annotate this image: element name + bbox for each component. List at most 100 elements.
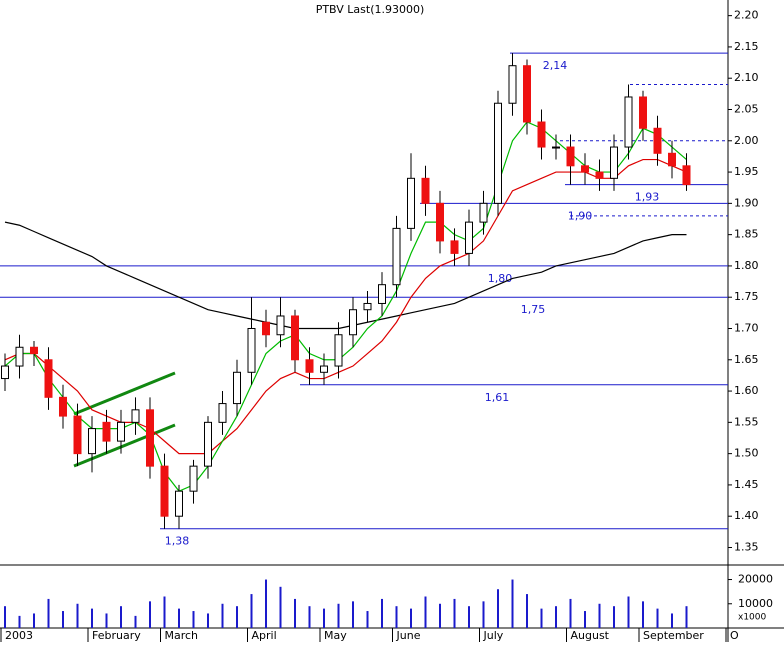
volume-tick-label: 10000	[738, 597, 773, 610]
volume-bar	[91, 608, 93, 628]
candle-body	[537, 121, 546, 148]
chart-title: PTBV Last(1.93000)	[316, 3, 425, 16]
y-tick-label: 2.00	[734, 134, 759, 147]
moving-average	[4, 158, 687, 455]
candle-body	[117, 421, 125, 442]
candle-body	[523, 65, 531, 123]
volume-bar	[76, 603, 79, 628]
volume-bar	[149, 601, 151, 628]
candle-body	[349, 309, 357, 336]
volume-bar	[236, 606, 238, 628]
volume-bar	[627, 596, 630, 628]
x-tick-label: O	[730, 629, 739, 642]
candle-body	[305, 359, 314, 373]
volume-bar	[482, 601, 485, 628]
volume-bar	[279, 586, 282, 628]
candle-body	[363, 302, 372, 311]
candle-body	[262, 321, 270, 336]
candle-body	[624, 96, 633, 148]
y-tick-label: 1.70	[734, 321, 759, 334]
candle-body	[566, 146, 575, 167]
volume-bar	[178, 608, 180, 628]
candle-body	[189, 465, 198, 492]
candle-body	[320, 365, 328, 373]
candle-body	[639, 96, 647, 129]
volume-bar	[453, 598, 456, 628]
candle-body	[436, 202, 444, 242]
candle-body	[15, 346, 24, 367]
y-tick-label: 1.80	[734, 259, 759, 272]
volume-bar	[526, 594, 528, 628]
candle-body	[552, 146, 560, 149]
level-label: 2,14	[543, 59, 568, 72]
moving-average	[4, 221, 687, 330]
y-tick-label: 1.90	[734, 196, 759, 209]
volume-bar	[352, 601, 354, 628]
y-tick-label: 1.55	[734, 415, 759, 428]
y-tick-label: 2.20	[734, 9, 759, 22]
volume-bar	[569, 598, 572, 628]
volume-bar	[511, 579, 514, 628]
volume-bar	[468, 606, 470, 628]
candle-body	[421, 177, 430, 204]
candle-body	[610, 146, 618, 179]
volume-bar	[685, 606, 688, 628]
x-tick-label: May	[324, 629, 347, 642]
volume-bar	[250, 594, 253, 628]
volume-bar	[497, 589, 499, 628]
candle-body	[407, 177, 415, 229]
candle-body	[653, 127, 662, 154]
y-tick-label: 2.05	[734, 102, 759, 115]
level-label: 1,90	[568, 209, 593, 222]
x-tick-label: April	[252, 629, 277, 642]
candle-body	[494, 102, 502, 204]
y-tick-label: 1.60	[734, 384, 759, 397]
candle-body	[291, 315, 299, 361]
volume-bar	[410, 608, 412, 628]
volume-bar	[555, 606, 557, 628]
candle-body	[334, 334, 343, 367]
volume-bar	[134, 615, 137, 628]
candle-body	[595, 171, 604, 179]
volume-bar	[62, 611, 64, 628]
volume-tick-label: 20000	[738, 573, 773, 586]
candle-body	[581, 165, 589, 173]
candle-body	[30, 346, 38, 355]
volume-bar	[105, 613, 108, 628]
volume-bar	[381, 598, 383, 628]
y-tick-label: 1.85	[734, 228, 759, 241]
candle-body	[204, 421, 212, 467]
volume-bar	[192, 611, 195, 628]
candle-body	[44, 359, 53, 398]
x-tick-label: 2003	[5, 629, 33, 642]
y-tick-label: 1.40	[734, 509, 759, 522]
candle-body	[160, 465, 169, 517]
volume-bar	[540, 608, 543, 628]
candle-body	[378, 284, 386, 304]
volume-bar	[294, 598, 296, 628]
candle-body	[508, 65, 517, 104]
y-tick-label: 1.65	[734, 353, 759, 366]
candle-body	[88, 428, 96, 455]
x-tick-label: July	[483, 629, 504, 642]
volume-bar	[424, 596, 427, 628]
candle-body	[1, 365, 9, 380]
candle-body	[465, 221, 473, 254]
candle-body	[392, 227, 401, 286]
level-label: 1,93	[635, 191, 660, 204]
candle-body	[102, 421, 111, 442]
volume-bar	[308, 606, 311, 628]
volume-bar	[613, 606, 615, 628]
candle-body	[276, 315, 285, 336]
volume-bar	[323, 608, 325, 628]
candle-body	[668, 152, 676, 167]
volume-bar	[671, 613, 673, 628]
level-label: 1,80	[488, 272, 513, 285]
volume-bar	[163, 596, 166, 628]
volume-bar	[395, 606, 398, 628]
channel-line	[73, 371, 176, 416]
y-tick-label: 2.10	[734, 71, 759, 84]
candle-body	[131, 409, 140, 423]
